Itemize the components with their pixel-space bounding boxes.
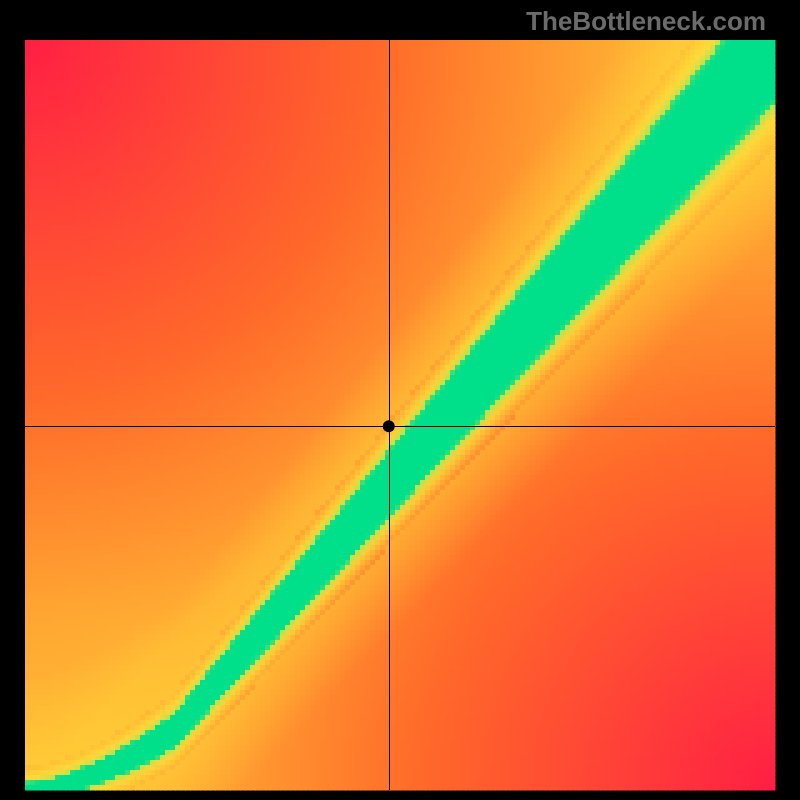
watermark-text: TheBottleneck.com xyxy=(526,6,766,37)
bottleneck-heatmap xyxy=(0,0,800,800)
chart-container: TheBottleneck.com xyxy=(0,0,800,800)
